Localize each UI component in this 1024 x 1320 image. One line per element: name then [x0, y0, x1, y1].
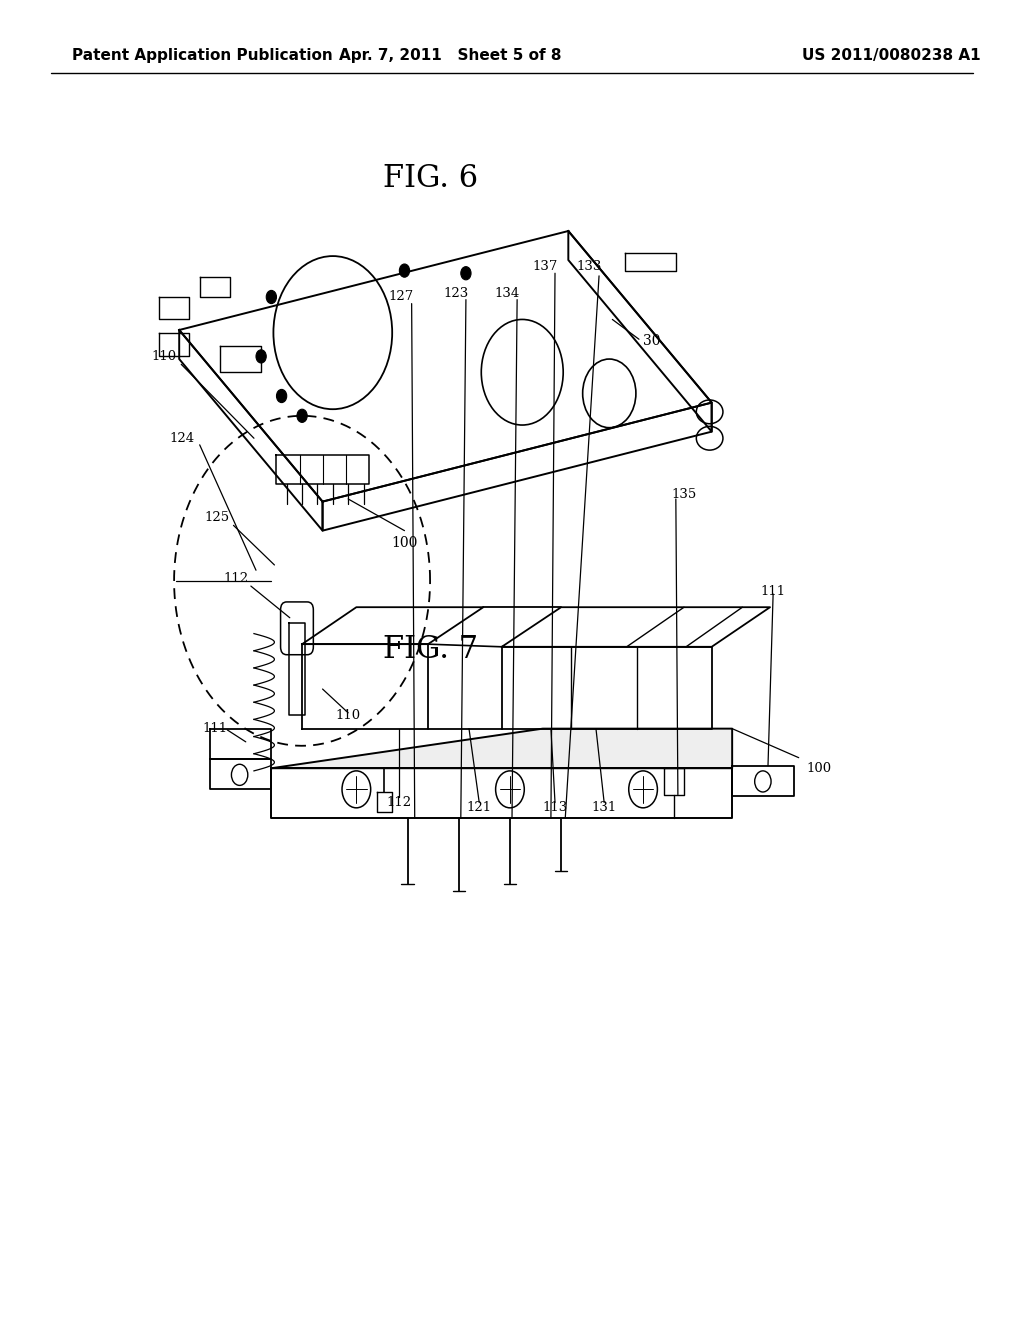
- Text: 111: 111: [203, 722, 227, 735]
- Circle shape: [461, 267, 471, 280]
- Text: 100: 100: [807, 762, 831, 775]
- Text: 100: 100: [391, 536, 418, 550]
- Circle shape: [297, 409, 307, 422]
- Text: FIG. 7: FIG. 7: [383, 634, 477, 665]
- Text: 112: 112: [223, 572, 248, 585]
- Text: 123: 123: [443, 286, 468, 300]
- Text: 30: 30: [643, 334, 660, 347]
- Text: 127: 127: [389, 290, 414, 304]
- Text: 110: 110: [152, 350, 176, 363]
- Text: 131: 131: [592, 801, 616, 814]
- Text: 111: 111: [761, 585, 785, 598]
- Text: 134: 134: [495, 286, 519, 300]
- Text: 137: 137: [532, 260, 557, 273]
- Text: Patent Application Publication: Patent Application Publication: [72, 48, 333, 63]
- Circle shape: [266, 290, 276, 304]
- Text: FIG. 6: FIG. 6: [383, 162, 477, 194]
- Text: 124: 124: [170, 432, 195, 445]
- Circle shape: [276, 389, 287, 403]
- Polygon shape: [271, 729, 732, 768]
- Circle shape: [256, 350, 266, 363]
- Text: 133: 133: [577, 260, 601, 273]
- Text: 112: 112: [387, 796, 412, 809]
- Text: 125: 125: [205, 511, 229, 524]
- Text: 135: 135: [672, 488, 696, 502]
- Text: US 2011/0080238 A1: US 2011/0080238 A1: [802, 48, 980, 63]
- Circle shape: [399, 264, 410, 277]
- Text: 110: 110: [336, 709, 360, 722]
- Text: Apr. 7, 2011   Sheet 5 of 8: Apr. 7, 2011 Sheet 5 of 8: [339, 48, 562, 63]
- Text: 121: 121: [467, 801, 492, 814]
- Text: 113: 113: [543, 801, 567, 814]
